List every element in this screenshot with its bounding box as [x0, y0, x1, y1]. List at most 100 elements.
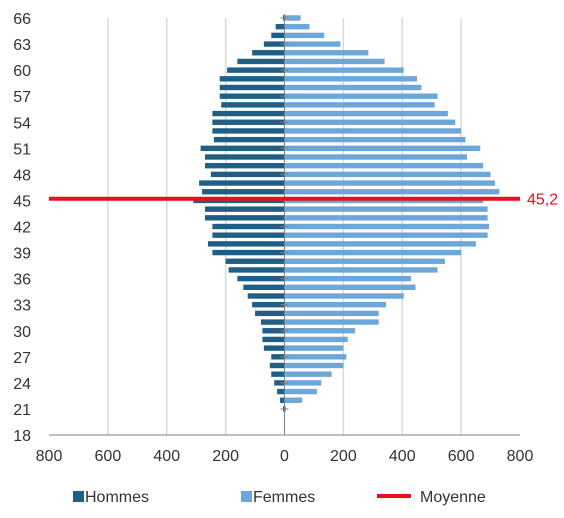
bar-hommes — [275, 23, 285, 30]
bar-hommes — [221, 102, 285, 108]
y-tick-label: 27 — [13, 350, 31, 367]
y-tick-label: 63 — [13, 37, 31, 54]
bar-femmes — [284, 284, 416, 291]
x-tick-label: 200 — [212, 448, 239, 465]
bar-hommes — [263, 345, 285, 351]
bar-femmes — [284, 206, 488, 212]
y-tick-label: 45 — [13, 193, 31, 210]
bar-hommes — [271, 371, 285, 377]
y-tick-label: 54 — [13, 115, 31, 132]
bar-femmes — [284, 15, 301, 21]
bar-femmes — [284, 258, 445, 264]
y-tick-label: 48 — [13, 167, 31, 184]
bar-hommes — [199, 180, 285, 186]
x-tick-label: 600 — [95, 448, 122, 465]
bar-hommes — [212, 119, 285, 125]
bar-femmes — [284, 32, 325, 39]
bar-femmes — [284, 119, 456, 125]
bar-femmes — [284, 319, 379, 325]
y-tick-label: 21 — [13, 402, 31, 419]
bar-femmes — [284, 128, 462, 134]
bar-femmes — [284, 102, 435, 108]
y-tick-label: 66 — [13, 11, 31, 28]
bar-femmes — [284, 110, 448, 117]
bar-hommes — [260, 319, 285, 325]
women-bars — [284, 15, 500, 412]
bar-hommes — [255, 310, 285, 317]
bar-femmes — [284, 23, 310, 30]
mean-line-group: 45,2 — [49, 192, 558, 209]
y-tick-label: 60 — [13, 63, 31, 80]
bar-femmes — [284, 223, 490, 230]
bar-hommes — [205, 206, 285, 212]
y-tick-labels: 18 21 24 27 30 33 36 39 42 45 48 51 54 57 60 63 66 — [13, 11, 31, 445]
legend-label-femmes: Femmes — [253, 489, 315, 506]
bar-femmes — [284, 388, 317, 395]
bar-hommes — [274, 380, 285, 386]
x-tick-label: 200 — [330, 448, 357, 465]
bar-hommes — [212, 232, 285, 238]
bar-femmes — [284, 249, 462, 256]
bar-femmes — [284, 58, 385, 65]
bar-hommes — [202, 189, 285, 195]
bar-femmes — [284, 232, 488, 238]
bar-hommes — [219, 93, 285, 99]
y-tick-label: 51 — [13, 141, 31, 158]
legend: Hommes Femmes Moyenne — [73, 489, 486, 506]
bar-hommes — [262, 328, 285, 334]
legend-label-hommes: Hommes — [85, 489, 149, 506]
bar-hommes — [207, 241, 285, 247]
bar-femmes — [284, 171, 491, 178]
bar-hommes — [212, 249, 285, 256]
bar-hommes — [205, 215, 285, 221]
mean-label: 45,2 — [527, 192, 558, 209]
axes — [49, 14, 520, 436]
y-tick-label: 18 — [13, 428, 31, 445]
bar-hommes — [212, 110, 285, 117]
x-tick-label: 600 — [448, 448, 475, 465]
bar-femmes — [284, 371, 332, 377]
bar-femmes — [284, 180, 495, 186]
y-tick-label: 30 — [13, 324, 31, 341]
y-tick-label: 33 — [13, 298, 31, 315]
x-tick-label: 800 — [36, 448, 63, 465]
bar-hommes — [237, 275, 285, 282]
bar-hommes — [212, 128, 285, 134]
legend-swatch-femmes — [241, 491, 252, 502]
bar-femmes — [284, 293, 404, 299]
bar-femmes — [284, 267, 438, 273]
bar-femmes — [284, 50, 369, 56]
bar-hommes — [219, 84, 285, 91]
bar-hommes — [205, 162, 285, 169]
x-tick-label: 400 — [389, 448, 416, 465]
bar-hommes — [271, 354, 285, 360]
bar-femmes — [284, 328, 356, 334]
legend-label-moyenne: Moyenne — [420, 489, 486, 506]
bar-femmes — [284, 397, 303, 403]
bar-femmes — [284, 215, 488, 221]
bar-femmes — [284, 76, 417, 82]
men-bars — [193, 15, 285, 412]
bar-hommes — [213, 136, 285, 143]
bar-femmes — [284, 41, 341, 47]
bar-femmes — [284, 336, 348, 343]
bar-hommes — [225, 258, 285, 264]
y-tick-label: 24 — [13, 376, 31, 393]
bar-hommes — [228, 267, 285, 273]
y-tick-label: 39 — [13, 246, 31, 263]
bar-hommes — [263, 41, 285, 47]
bar-femmes — [284, 154, 468, 160]
bar-hommes — [219, 76, 285, 82]
bar-femmes — [284, 275, 412, 282]
bar-hommes — [227, 67, 285, 73]
y-tick-label: 36 — [13, 272, 31, 289]
bar-hommes — [243, 284, 285, 291]
x-tick-label: 0 — [280, 448, 289, 465]
bar-femmes — [284, 380, 322, 386]
bar-hommes — [247, 293, 285, 299]
bar-hommes — [271, 32, 285, 39]
legend-swatch-hommes — [73, 491, 84, 502]
bar-femmes — [284, 84, 422, 91]
bar-femmes — [284, 136, 466, 143]
